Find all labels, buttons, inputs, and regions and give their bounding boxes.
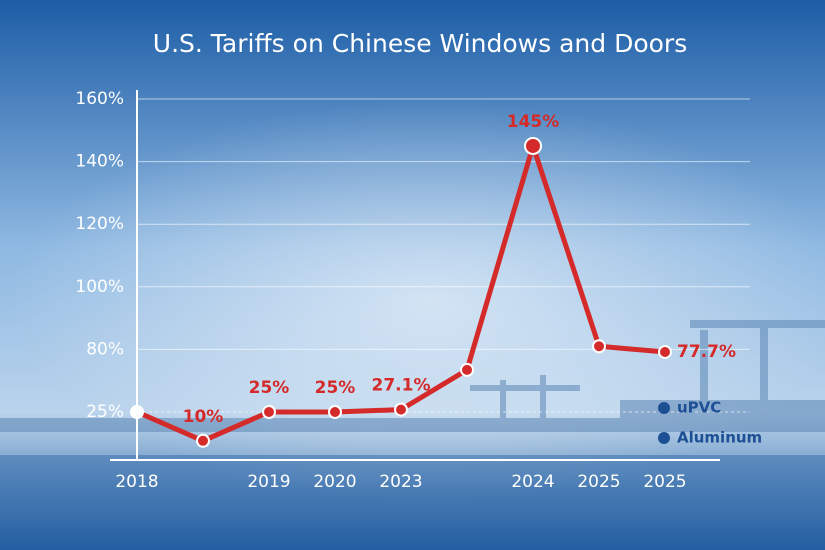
x-tick-label: 2024 bbox=[511, 472, 554, 492]
point bbox=[262, 405, 276, 419]
x-tick-label: 2025 bbox=[577, 472, 620, 492]
port-silhouette bbox=[0, 320, 825, 432]
y-tick-label: 100% bbox=[75, 277, 124, 297]
y-tick-label: 25% bbox=[86, 402, 124, 422]
water bbox=[0, 455, 825, 550]
data-label: 10% bbox=[183, 407, 224, 427]
y-tick-label: 120% bbox=[75, 214, 124, 234]
legend-label: uPVC bbox=[677, 399, 721, 417]
point bbox=[130, 405, 144, 419]
data-label: 25% bbox=[249, 378, 290, 398]
point bbox=[592, 339, 606, 354]
x-tick-label: 2018 bbox=[115, 472, 158, 492]
data-label: 27.1% bbox=[372, 376, 431, 396]
chart-title: U.S. Tariffs on Chinese Windows and Door… bbox=[153, 29, 687, 58]
x-tick-label: 2019 bbox=[247, 472, 290, 492]
y-tick-label: 160% bbox=[75, 89, 124, 109]
point bbox=[658, 345, 672, 360]
glow bbox=[10, 100, 825, 500]
point bbox=[328, 405, 342, 419]
x-tick-label: 2023 bbox=[379, 472, 422, 492]
point bbox=[524, 136, 542, 155]
data-label: 25% bbox=[315, 378, 356, 398]
y-tick-label: 80% bbox=[86, 339, 124, 359]
x-tick-label: 2020 bbox=[313, 472, 356, 492]
legend-label: Aluminum bbox=[677, 429, 762, 447]
point bbox=[460, 362, 474, 377]
legend-dot bbox=[658, 432, 670, 444]
data-label: 77.7% bbox=[677, 342, 736, 362]
point bbox=[196, 433, 210, 448]
x-tick-label: 2025 bbox=[643, 472, 686, 492]
y-tick-label: 140% bbox=[75, 152, 124, 172]
legend-dot bbox=[658, 402, 670, 414]
point bbox=[394, 402, 408, 417]
data-label: 145% bbox=[507, 112, 560, 132]
